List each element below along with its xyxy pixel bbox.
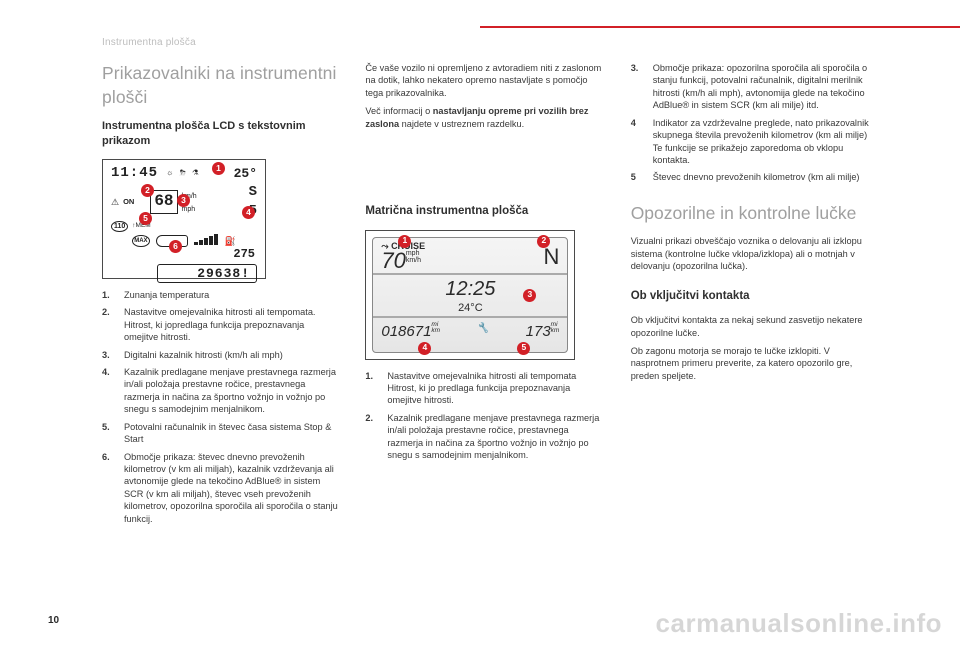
max-icon: MAX — [132, 235, 149, 247]
mx-unit-kmh: km/h — [406, 257, 421, 264]
figure-lcd-panel: 11:45 ☼ ⛈ ⚗ 25° ⚠ ON 68 km/h mph S 5 — [102, 159, 266, 279]
header-red-bar — [480, 26, 960, 28]
fuel-bars-icon — [194, 234, 219, 248]
watermark: carmanualsonline.info — [656, 606, 942, 641]
list-item: 5Števec dnevno prevoženih kilometrov (km… — [631, 171, 872, 183]
col1-subtitle: Instrumentna plošča LCD s tekstovnim pri… — [102, 119, 339, 149]
fuel-pump-icon: ⛽ — [225, 235, 236, 247]
list-item: 1.Zunanja temperatura — [102, 289, 339, 301]
lcd-on-label: ON — [123, 197, 134, 207]
page-content: Prikazovalniki na instrumentni plošči In… — [102, 62, 872, 530]
col3-subheading: Ob vključitvi kontakta — [631, 289, 872, 305]
callout-dot-1: 1 — [212, 162, 225, 175]
callout-dot-5: 5 — [139, 212, 152, 225]
callout-dot-4: 4 — [242, 206, 255, 219]
lcd-odometer: 29638! — [157, 264, 257, 284]
list-item: 3.Območje prikaza: opozorilna sporočila … — [631, 62, 872, 112]
mx-clock-area: 12:25 24°C — [373, 273, 567, 318]
warning-icon: ⚠ — [111, 196, 119, 208]
col1-list: 1.Zunanja temperatura 2.Nastavitve omeje… — [102, 289, 339, 525]
figure-matrix-panel: ⤳ CRUISE 70mphkm/h N 12:25 24°C 018671mi… — [365, 230, 575, 360]
callout-dot-3: 3 — [523, 289, 536, 302]
list-item: 6.Območje prikaza: števec dnevno prevože… — [102, 451, 339, 526]
mx-clock: 12:25 — [445, 278, 495, 300]
column-2: Če vaše vozilo ni opremljeno z avtoradie… — [365, 62, 604, 530]
col3-list: 3.Območje prikaza: opozorilna sporočila … — [631, 62, 872, 184]
callout-dot-2: 2 — [537, 235, 550, 248]
lcd-trip: 275 — [107, 248, 261, 261]
col1-title: Prikazovalniki na instrumentni plošči — [102, 62, 339, 109]
column-1: Prikazovalniki na instrumentni plošči In… — [102, 62, 339, 530]
list-item: 2.Kazalnik predlagane menjave prestavneg… — [365, 412, 604, 462]
col3-title: Opozorilne in kontrolne lučke — [631, 202, 872, 226]
mx-speed: 70 — [381, 248, 405, 273]
list-item: 2.Nastavitve omejevalnika hitrosti ali t… — [102, 306, 339, 343]
col3-p1: Ob vključitvi kontakta za nekaj sekund z… — [631, 314, 872, 339]
callout-dot-3: 3 — [177, 194, 190, 207]
callout-dot-5: 5 — [517, 342, 530, 355]
mx-temp: 24°C — [373, 302, 567, 316]
col2-intro-1: Če vaše vozilo ni opremljeno z avtoradie… — [365, 62, 604, 99]
lcd-temp: 25° — [234, 165, 257, 183]
list-item: 1.Nastavitve omejevalnika hitrosti ali t… — [365, 370, 604, 407]
callout-dot-1: 1 — [398, 235, 411, 248]
callout-dot-4: 4 — [418, 342, 431, 355]
wrench-icon: 🔧 — [473, 322, 493, 342]
lcd-speed: 68 — [150, 190, 177, 214]
col3-para: Vizualni prikazi obveščajo voznika o del… — [631, 235, 872, 272]
list-item: 4.Kazalnik predlagane menjave prestavneg… — [102, 366, 339, 416]
list-item: 3.Digitalni kazalnik hitrosti (km/h ali … — [102, 349, 339, 361]
page-number: 10 — [48, 614, 59, 628]
list-item: 5.Potovalni računalnik in števec časa si… — [102, 421, 339, 446]
mx-trip: 173 — [526, 323, 551, 340]
lcd-time: 11:45 — [111, 164, 158, 183]
limit-icon: 110 — [111, 221, 128, 232]
col3-p2: Ob zagonu motorja se morajo te lučke izk… — [631, 345, 872, 382]
col2-list: 1.Nastavitve omejevalnika hitrosti ali t… — [365, 370, 604, 462]
lcd-gear-s: S — [249, 184, 257, 200]
callout-dot-6: 6 — [169, 240, 182, 253]
col2-section-title: Matrična instrumentna plošča — [365, 204, 604, 220]
callout-dot-2: 2 — [141, 184, 154, 197]
mx-odometer: 018671 — [381, 323, 431, 340]
col2-intro-2: Več informacij o nastavljanju opreme pri… — [365, 105, 604, 130]
header-section-label: Instrumentna plošča — [102, 36, 196, 50]
lcd-top-icons: ☼ ⛈ ⚗ — [166, 168, 200, 179]
list-item: 4Indikator za vzdrževalne preglede, nato… — [631, 117, 872, 167]
column-3: 3.Območje prikaza: opozorilna sporočila … — [631, 62, 872, 530]
